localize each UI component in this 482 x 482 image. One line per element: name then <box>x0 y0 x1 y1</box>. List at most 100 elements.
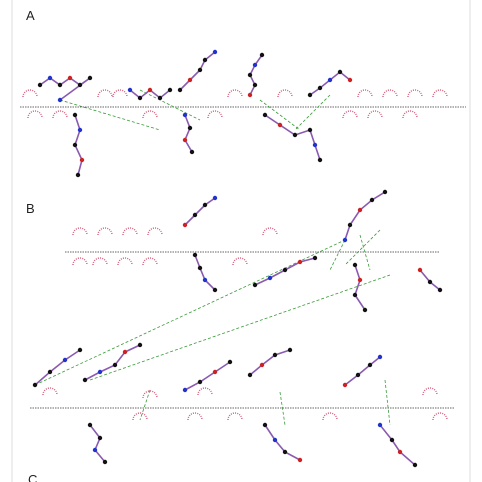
atom <box>282 267 288 273</box>
atom <box>397 449 403 455</box>
bond <box>379 424 416 466</box>
h-bond <box>59 99 161 131</box>
hydrophobic-contact <box>357 89 373 98</box>
h-bond <box>139 389 151 421</box>
atom <box>355 372 361 378</box>
bond <box>264 424 301 461</box>
h-bond <box>279 391 286 426</box>
atom <box>317 157 323 163</box>
atom <box>122 349 128 355</box>
atom <box>77 82 83 88</box>
hydrophobic-contact <box>432 89 448 98</box>
atom <box>72 112 78 118</box>
atom <box>197 67 203 73</box>
atom <box>77 347 83 353</box>
atom <box>47 75 53 81</box>
hydrophobic-contact <box>52 110 68 119</box>
atom <box>342 237 348 243</box>
atom <box>252 62 258 68</box>
atom <box>272 437 278 443</box>
hydrophobic-contact <box>142 110 158 119</box>
atom <box>182 137 188 143</box>
atom <box>247 72 253 78</box>
atom <box>47 369 53 375</box>
hydrophobic-contact <box>72 257 88 266</box>
hydrophobic-contact <box>117 257 133 266</box>
atom <box>267 275 273 281</box>
atom <box>202 277 208 283</box>
atom <box>357 277 363 283</box>
atom <box>317 85 323 91</box>
bond <box>184 361 231 391</box>
atom <box>137 95 143 101</box>
atom <box>417 267 423 273</box>
hydrophobic-contact <box>342 110 358 119</box>
atom <box>57 82 63 88</box>
atom <box>357 207 363 213</box>
atom <box>72 142 78 148</box>
atom <box>377 354 383 360</box>
h-bond <box>259 99 301 131</box>
atom <box>307 92 313 98</box>
bond <box>264 114 321 161</box>
bond <box>184 114 193 153</box>
atom <box>177 87 183 93</box>
atom <box>282 449 288 455</box>
atom <box>227 359 233 365</box>
atom <box>97 435 103 441</box>
atom <box>167 87 173 93</box>
hydrophobic-contact <box>207 110 223 119</box>
atom <box>189 149 195 155</box>
atom <box>202 202 208 208</box>
atom <box>247 92 253 98</box>
bond <box>194 254 216 291</box>
atom <box>87 422 93 428</box>
atom <box>202 57 208 63</box>
hydrophobic-contact <box>367 110 383 119</box>
hydrophobic-contact <box>197 387 213 396</box>
hydrophobic-contact <box>72 227 88 236</box>
hydrophobic-contact <box>97 89 113 98</box>
h-bond <box>89 274 391 381</box>
bond <box>354 264 366 311</box>
hydrophobic-contact <box>422 387 438 396</box>
hydrophobic-contact <box>132 412 148 421</box>
atom <box>157 95 163 101</box>
hydrophobic-contact <box>277 89 293 98</box>
hydrophobic-contact <box>262 227 278 236</box>
hydrophobic-contact <box>322 412 338 421</box>
hydrophobic-contact <box>407 89 423 98</box>
hydrophobic-contact <box>227 412 243 421</box>
atom <box>312 255 318 261</box>
atom <box>75 172 81 178</box>
hydrophobic-contact <box>122 227 138 236</box>
h-bond <box>294 94 331 131</box>
hydrophobic-contact <box>112 89 128 98</box>
atom <box>182 387 188 393</box>
atom <box>297 259 303 265</box>
atom <box>197 379 203 385</box>
hydrophobic-contact <box>27 110 43 119</box>
hydrophobic-contact <box>187 412 203 421</box>
hydrophobic-contact <box>142 257 158 266</box>
atom <box>252 282 258 288</box>
atom <box>342 382 348 388</box>
hydrophobic-contact <box>92 257 108 266</box>
atom <box>327 77 333 83</box>
atom <box>252 82 258 88</box>
h-bond <box>139 89 201 121</box>
atom <box>307 127 313 133</box>
hydrophobic-contact <box>402 110 418 119</box>
atom <box>192 212 198 218</box>
atom <box>377 422 383 428</box>
atom <box>287 347 293 353</box>
bond <box>249 349 291 376</box>
atom <box>347 222 353 228</box>
atom <box>412 462 418 468</box>
hydrophobic-contact <box>382 89 398 98</box>
atom <box>137 342 143 348</box>
atom <box>187 125 193 131</box>
atom <box>247 372 253 378</box>
atom <box>437 287 443 293</box>
atom <box>297 457 303 463</box>
